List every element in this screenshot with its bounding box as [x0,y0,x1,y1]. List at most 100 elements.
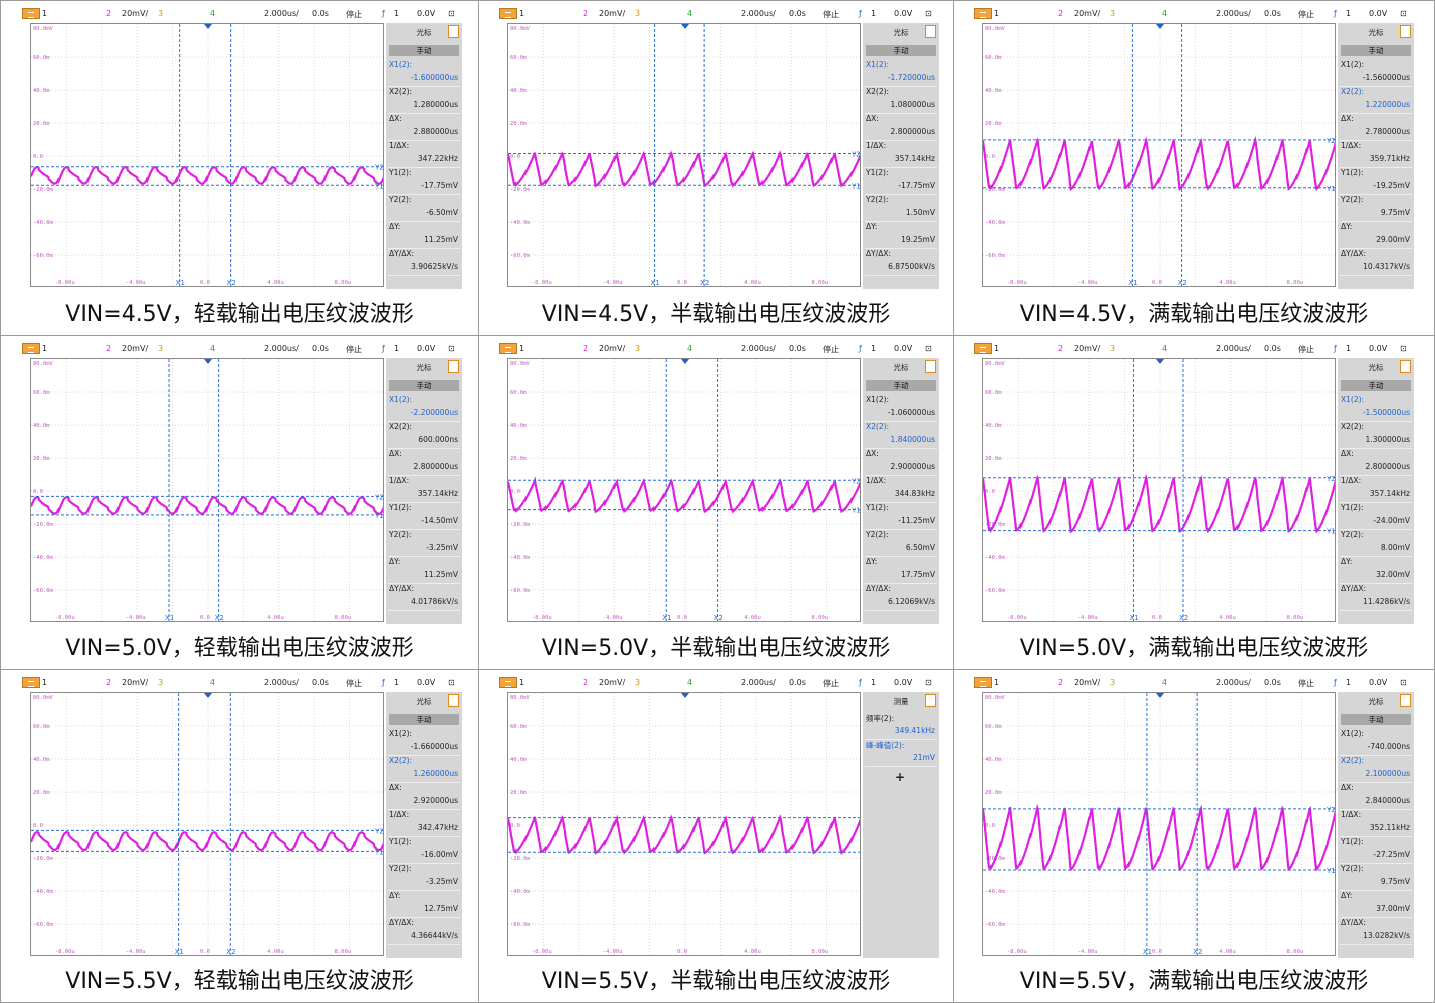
add-measure-button[interactable]: + [895,770,906,784]
readout-row[interactable]: Y2(2): -3.25mV [388,529,460,557]
readout-row[interactable]: ΔX: 2.800000us [865,113,937,141]
menu-button[interactable] [22,8,40,19]
readout-row[interactable]: X2(2): 1.080000us [865,86,937,114]
menu-icon[interactable] [448,360,459,373]
screenshot-icon[interactable]: ⊡ [925,9,932,18]
readout-row[interactable]: X2(2): 1.280000us [388,86,460,114]
readout-row[interactable]: Y2(2): 6.50mV [865,529,937,557]
readout-row[interactable]: 1/ΔX: 344.83kHz [865,475,937,503]
menu-button[interactable] [499,343,517,354]
screenshot-icon[interactable]: ⊡ [1400,678,1407,687]
readout-row[interactable]: ΔY: 11.25mV [388,556,460,584]
screenshot-icon[interactable]: ⊡ [925,678,932,687]
readout-row[interactable]: Y1(2): -27.25mV [1340,836,1412,864]
menu-icon[interactable] [448,25,459,38]
readout-row[interactable]: ΔY: 37.00mV [1340,890,1412,918]
readout-row[interactable]: ΔX: 2.880000us [388,113,460,141]
menu-icon[interactable] [925,360,936,373]
readout-row[interactable]: Y1(2): -14.50mV [388,502,460,530]
cursor-mode-button[interactable]: 手动 [389,380,459,391]
screenshot-icon[interactable]: ⊡ [448,678,455,687]
readout-row[interactable]: 1/ΔX: 359.71kHz [1340,140,1412,168]
readout-row[interactable]: 1/ΔX: 357.14kHz [388,475,460,503]
measure-row[interactable]: 频率(2): 349.41kHz [865,712,937,740]
readout-row[interactable]: Y2(2): 9.75mV [1340,194,1412,222]
readout-row[interactable]: ΔX: 2.800000us [388,448,460,476]
readout-row[interactable]: 1/ΔX: 357.14kHz [1340,475,1412,503]
cursor-mode-button[interactable]: 手动 [1341,380,1411,391]
readout-row[interactable]: 1/ΔX: 357.14kHz [865,140,937,168]
readout-row[interactable]: X2(2): 600.000ns [388,421,460,449]
menu-button[interactable] [499,8,517,19]
readout-row[interactable]: X2(2): 1.220000us [1340,86,1412,114]
readout-row[interactable]: X1(2): -1.060000us [865,394,937,422]
readout-row[interactable]: Y2(2): 1.50mV [865,194,937,222]
cursor-mode-button[interactable]: 手动 [389,45,459,56]
menu-button[interactable] [499,677,517,688]
readout-row[interactable]: ΔY/ΔX: 3.90625kV/s [388,248,460,276]
readout-row[interactable]: ΔX: 2.900000us [865,448,937,476]
readout-row[interactable]: X2(2): 1.260000us [388,755,460,783]
screenshot-icon[interactable]: ⊡ [448,344,455,353]
readout-row[interactable]: X1(2): -1.720000us [865,59,937,87]
screenshot-icon[interactable]: ⊡ [925,344,932,353]
readout-row[interactable]: ΔX: 2.780000us [1340,113,1412,141]
menu-icon[interactable] [1400,694,1411,707]
menu-icon[interactable] [1400,360,1411,373]
menu-button[interactable] [22,343,40,354]
readout-row[interactable]: Y2(2): -3.25mV [388,863,460,891]
readout-row[interactable]: Y1(2): -11.25mV [865,502,937,530]
cursor-mode-button[interactable]: 手动 [866,45,936,56]
menu-icon[interactable] [925,694,936,707]
menu-icon[interactable] [1400,25,1411,38]
readout-row[interactable]: ΔY: 19.25mV [865,221,937,249]
readout-row[interactable]: ΔX: 2.800000us [1340,448,1412,476]
readout-row[interactable]: X2(2): 1.300000us [1340,421,1412,449]
readout-row[interactable]: Y2(2): 9.75mV [1340,863,1412,891]
menu-button[interactable] [974,677,992,688]
readout-row[interactable]: ΔY: 12.75mV [388,890,460,918]
readout-row[interactable]: Y1(2): -17.75mV [865,167,937,195]
readout-row[interactable]: X1(2): -1.500000us [1340,394,1412,422]
readout-row[interactable]: 1/ΔX: 342.47kHz [388,809,460,837]
readout-row[interactable]: X2(2): 2.100000us [1340,755,1412,783]
readout-row[interactable]: X1(2): -1.600000us [388,59,460,87]
menu-icon[interactable] [925,25,936,38]
readout-row[interactable]: ΔY/ΔX: 6.12069kV/s [865,583,937,611]
readout-row[interactable]: ΔY: 11.25mV [388,221,460,249]
cursor-mode-button[interactable]: 手动 [1341,714,1411,725]
readout-row[interactable]: X1(2): -740.000ns [1340,728,1412,756]
readout-row[interactable]: X1(2): -1.660000us [388,728,460,756]
cursor-mode-button[interactable]: 手动 [389,714,459,725]
readout-row[interactable]: ΔY/ΔX: 4.36644kV/s [388,917,460,945]
readout-row[interactable]: ΔY/ΔX: 13.0282kV/s [1340,917,1412,945]
readout-row[interactable]: ΔY/ΔX: 6.87500kV/s [865,248,937,276]
readout-row[interactable]: X1(2): -1.560000us [1340,59,1412,87]
readout-row[interactable]: X2(2): 1.840000us [865,421,937,449]
readout-row[interactable]: Y1(2): -17.75mV [388,167,460,195]
readout-row[interactable]: Y2(2): 8.00mV [1340,529,1412,557]
readout-row[interactable]: 1/ΔX: 352.11kHz [1340,809,1412,837]
readout-row[interactable]: ΔY/ΔX: 11.4286kV/s [1340,583,1412,611]
readout-row[interactable]: Y1(2): -24.00mV [1340,502,1412,530]
readout-row[interactable]: 1/ΔX: 347.22kHz [388,140,460,168]
readout-row[interactable]: X1(2): -2.200000us [388,394,460,422]
cursor-mode-button[interactable]: 手动 [1341,45,1411,56]
readout-row[interactable]: Y2(2): -6.50mV [388,194,460,222]
screenshot-icon[interactable]: ⊡ [1400,9,1407,18]
readout-row[interactable]: Y1(2): -19.25mV [1340,167,1412,195]
menu-icon[interactable] [448,694,459,707]
menu-button[interactable] [974,8,992,19]
readout-row[interactable]: ΔX: 2.840000us [1340,782,1412,810]
readout-row[interactable]: ΔY: 29.00mV [1340,221,1412,249]
menu-button[interactable] [974,343,992,354]
measure-row[interactable]: 峰-峰值(2): 21mV [865,739,937,767]
readout-row[interactable]: ΔY: 32.00mV [1340,556,1412,584]
screenshot-icon[interactable]: ⊡ [1400,344,1407,353]
readout-row[interactable]: ΔX: 2.920000us [388,782,460,810]
cursor-mode-button[interactable]: 手动 [866,380,936,391]
menu-button[interactable] [22,677,40,688]
screenshot-icon[interactable]: ⊡ [448,9,455,18]
readout-row[interactable]: ΔY: 17.75mV [865,556,937,584]
readout-row[interactable]: ΔY/ΔX: 10.4317kV/s [1340,248,1412,276]
